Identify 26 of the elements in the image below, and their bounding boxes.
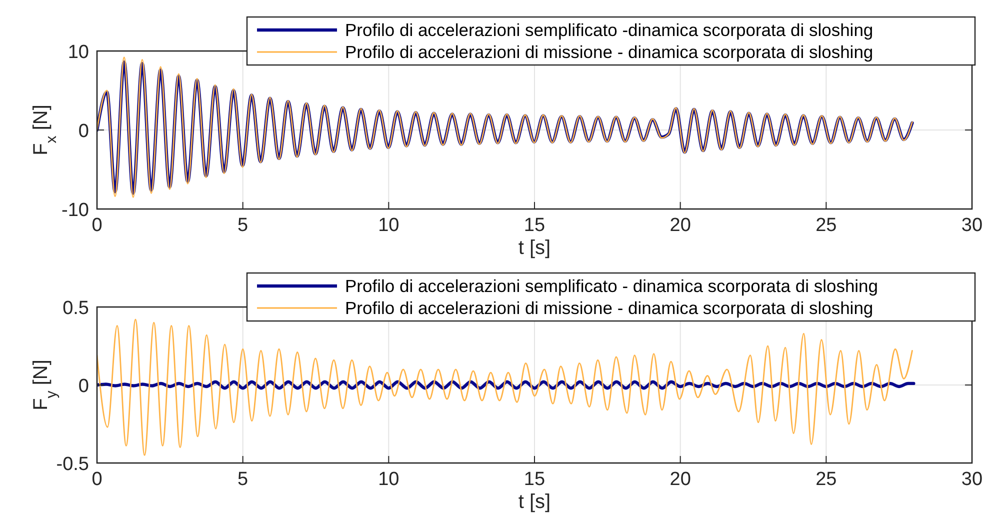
legend-label: Profilo di accelerazioni semplificato - dinamica scorporata di sloshing xyxy=(345,276,878,296)
y-tick-label: 0 xyxy=(78,376,89,397)
x-tick-label: 30 xyxy=(961,215,983,236)
x-tick-label: 20 xyxy=(670,215,691,236)
x-axis-title: t [s] xyxy=(518,491,551,513)
x-axis-title: t [s] xyxy=(518,237,551,259)
x-tick-label: 10 xyxy=(378,469,400,490)
legend-label: Profilo di accelerazioni di missione - dinamica scorporata di sloshing xyxy=(345,42,874,62)
legend-label: Profilo di accelerazioni semplificato -dinamica scorporata di sloshing xyxy=(345,20,874,40)
x-tick-label: 5 xyxy=(238,215,248,236)
legend-label: Profilo di accelerazioni di missione - dinamica scorporata di sloshing xyxy=(345,298,874,318)
x-tick-label: 0 xyxy=(92,215,102,236)
x-tick-label: 25 xyxy=(816,469,837,490)
x-tick-label: 5 xyxy=(238,469,248,490)
x-tick-label: 15 xyxy=(524,469,546,490)
x-tick-label: 10 xyxy=(378,215,400,236)
y-tick-label: 0 xyxy=(78,121,89,142)
x-tick-label: 20 xyxy=(670,469,691,490)
x-tick-label: 25 xyxy=(816,215,837,236)
x-tick-label: 0 xyxy=(92,469,102,490)
y-tick-label: -0.5 xyxy=(56,454,89,475)
y-tick-label: 10 xyxy=(68,42,89,63)
y-tick-label: 0.5 xyxy=(62,298,89,319)
x-tick-label: 15 xyxy=(524,215,546,236)
y-tick-label: -10 xyxy=(62,200,89,221)
x-tick-label: 30 xyxy=(961,469,983,490)
